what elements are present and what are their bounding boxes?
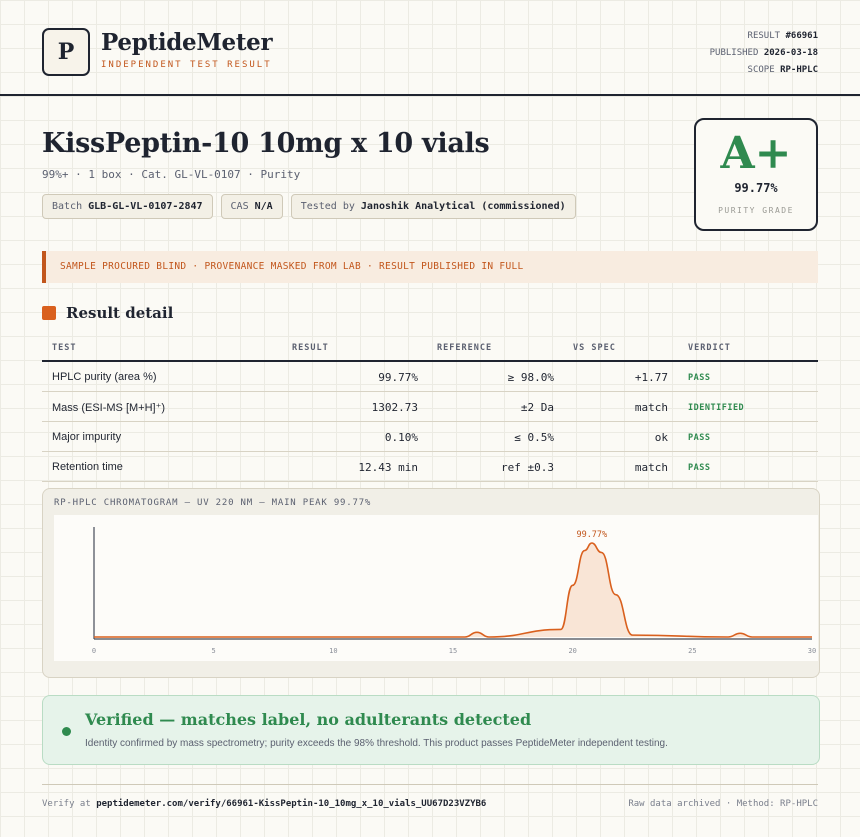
x-tick-label: 20 [568, 647, 576, 655]
chromatogram-line [94, 542, 812, 638]
verified-callout: Verified — matches label, no adulterants… [42, 695, 820, 765]
peak-label: 99.77% [576, 530, 607, 540]
cell-vs-spec: ok [654, 431, 668, 444]
section-title: Result detail [66, 304, 174, 322]
product-subtitle: 99%+ · 1 box · Cat. GL-VL-0107 · Purity [42, 168, 301, 181]
brand-name: PeptideMeter [101, 29, 273, 56]
cell-verdict: IDENTIFIED [688, 403, 745, 413]
published-line: PUBLISHED 2026-03-18 [709, 48, 818, 58]
x-tick-label: 25 [688, 647, 696, 655]
cell-test: Mass (ESI-MS [M+H]⁺) [52, 402, 166, 414]
cell-result: 99.77% [378, 371, 418, 384]
col-reference: REFERENCE [437, 343, 493, 353]
cell-test: Retention time [52, 461, 123, 473]
cas-chip: CAS N/A [220, 194, 283, 219]
verified-text: Identity confirmed by mass spectrometry;… [85, 738, 668, 749]
chromatogram-panel: RP-HPLC CHROMATOGRAM — UV 220 NM — MAIN … [42, 488, 820, 678]
verify-link[interactable]: peptidemeter.com/verify/66961-KissPeptin… [96, 799, 487, 809]
purity-grade-card: A+ 99.77% PURITY GRADE [694, 118, 818, 231]
verified-title: Verified — matches label, no adulterants… [85, 710, 532, 729]
col-vs-spec: VS SPEC [573, 343, 616, 353]
cell-reference: ±2 Da [520, 401, 554, 414]
cell-reference: ref ±0.3 [501, 461, 554, 474]
cell-test: HPLC purity (area %) [52, 371, 157, 383]
report-header: P PeptideMeter INDEPENDENT TEST RESULT R… [0, 0, 860, 96]
product-chips: Batch GLB-GL-VL-0107-2847 CAS N/A Tested… [42, 194, 576, 219]
table-header: TEST RESULT REFERENCE VS SPEC VERDICT [42, 336, 818, 362]
cell-verdict: PASS [688, 463, 711, 473]
table-row: HPLC purity (area %) 99.77% ≥ 98.0% +1.7… [42, 362, 818, 392]
page-footer: Verify at peptidemeter.com/verify/66961-… [42, 784, 818, 809]
chromatogram-title: RP-HPLC CHROMATOGRAM — UV 220 NM — MAIN … [54, 498, 372, 508]
table-row: Retention time 12.43 min ref ±0.3 match … [42, 452, 818, 482]
col-verdict: VERDICT [688, 343, 731, 353]
batch-chip: Batch GLB-GL-VL-0107-2847 [42, 194, 213, 219]
chromatogram-plot: 99.77% 0 5 10 15 20 25 30 [54, 515, 818, 661]
brand-logo: P [42, 28, 90, 76]
verify-prefix: Verify at [42, 799, 91, 809]
result-id-line: RESULT #66961 [747, 31, 818, 41]
section-marker-icon [42, 306, 56, 320]
cell-result: 1302.73 [371, 401, 418, 414]
x-tick-label: 15 [449, 647, 457, 655]
footer-note: Raw data archived · Method: RP-HPLC [628, 799, 818, 809]
x-tick-label: 10 [329, 647, 337, 655]
brand-tagline: INDEPENDENT TEST RESULT [101, 60, 272, 70]
grade-letter: A+ [720, 128, 792, 179]
section-heading: Result detail [42, 304, 173, 322]
report-meta: RESULT #66961 PUBLISHED 2026-03-18 SCOPE… [710, 28, 818, 79]
cell-verdict: PASS [688, 373, 711, 383]
cell-vs-spec: +1.77 [634, 371, 668, 384]
tested-by-chip: Tested by Janoshik Analytical (commissio… [290, 194, 576, 219]
chromatogram-svg: 99.77% 0 5 10 15 20 25 30 [92, 527, 816, 655]
cell-result: 12.43 min [358, 461, 418, 474]
product-title: KissPeptin-10 10mg x 10 vials [42, 128, 490, 159]
result-table: TEST RESULT REFERENCE VS SPEC VERDICT HP… [42, 336, 818, 482]
cell-reference: ≤ 0.5% [514, 431, 554, 444]
peak-area [94, 543, 812, 637]
col-test: TEST [52, 343, 77, 353]
col-result: RESULT [292, 343, 329, 353]
x-tick-label: 5 [212, 647, 216, 655]
cell-result: 0.10% [384, 431, 418, 444]
cell-vs-spec: match [634, 401, 668, 414]
table-row: Mass (ESI-MS [M+H]⁺) 1302.73 ±2 Da match… [42, 392, 818, 422]
x-tick-label: 0 [92, 647, 96, 655]
scope-line: SCOPE RP-HPLC [747, 65, 818, 75]
table-row: Major impurity 0.10% ≤ 0.5% ok PASS [42, 422, 818, 452]
cell-vs-spec: match [634, 461, 668, 474]
cell-test: Major impurity [52, 431, 122, 443]
grade-value: 99.77% [734, 181, 778, 195]
procurement-banner: SAMPLE PROCURED BLIND · PROVENANCE MASKE… [42, 251, 818, 283]
x-tick-label: 30 [808, 647, 816, 655]
cell-verdict: PASS [688, 433, 711, 443]
verified-dot-icon [62, 727, 71, 736]
grade-label: PURITY GRADE [718, 206, 794, 215]
cell-reference: ≥ 98.0% [507, 371, 554, 384]
